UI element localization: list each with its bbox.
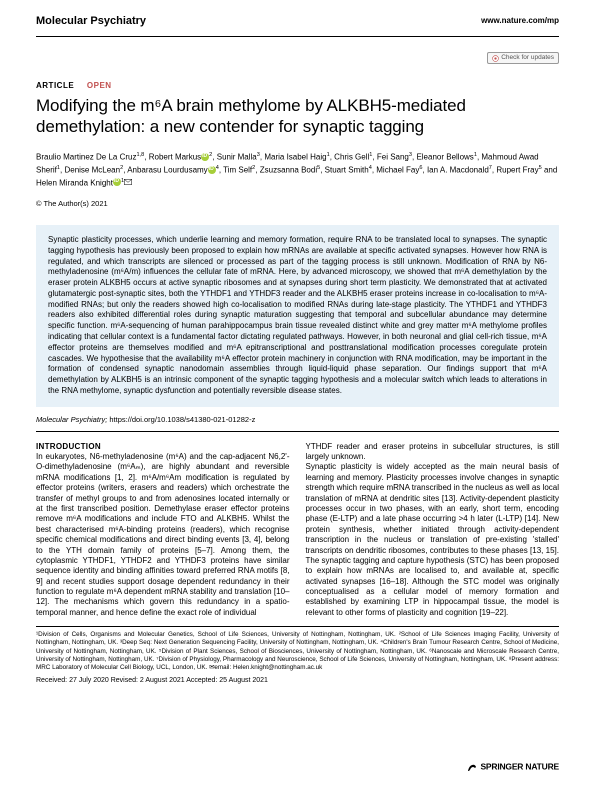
doi-line: Molecular Psychiatry; https://doi.org/10…	[36, 415, 559, 425]
affiliations: ¹Division of Cells, Organisms and Molecu…	[0, 627, 595, 672]
check-updates-button[interactable]: Check for updates	[487, 52, 559, 64]
journal-url[interactable]: www.nature.com/mp	[481, 16, 559, 26]
intro-text-right: YTHDF reader and eraser proteins in subc…	[306, 442, 560, 617]
author-list: Braulio Martinez De La Cruz1,8, Robert M…	[36, 151, 559, 189]
publisher-name: SPRINGER NATURE	[480, 761, 559, 771]
column-left: INTRODUCTION In eukaryotes, N6-methylade…	[36, 442, 290, 619]
updates-icon	[492, 55, 499, 62]
orcid-icon[interactable]	[113, 178, 121, 186]
journal-name: Molecular Psychiatry	[36, 14, 146, 28]
intro-text-left: In eukaryotes, N6-methyladenosine (m⁶A) …	[36, 452, 290, 617]
email-icon[interactable]	[124, 179, 132, 185]
doi-link[interactable]: https://doi.org/10.1038/s41380-021-01282…	[109, 415, 255, 424]
orcid-icon[interactable]	[208, 166, 216, 174]
column-right: YTHDF reader and eraser proteins in subc…	[306, 442, 560, 619]
abstract: Synaptic plasticity processes, which und…	[36, 225, 559, 407]
springer-horse-icon	[466, 761, 478, 773]
publisher-logo: SPRINGER NATURE	[466, 761, 559, 773]
article-title: Modifying the m⁶A brain methylome by ALK…	[36, 95, 559, 138]
open-access-tag: OPEN	[87, 81, 112, 90]
doi-journal: Molecular Psychiatry;	[36, 415, 107, 424]
article-tag: ARTICLE	[36, 81, 74, 90]
copyright: © The Author(s) 2021	[36, 199, 559, 209]
orcid-icon[interactable]	[201, 153, 209, 161]
dates: Received: 27 July 2020 Revised: 2 August…	[0, 672, 595, 685]
check-updates-label: Check for updates	[501, 54, 554, 62]
intro-heading: INTRODUCTION	[36, 442, 290, 452]
